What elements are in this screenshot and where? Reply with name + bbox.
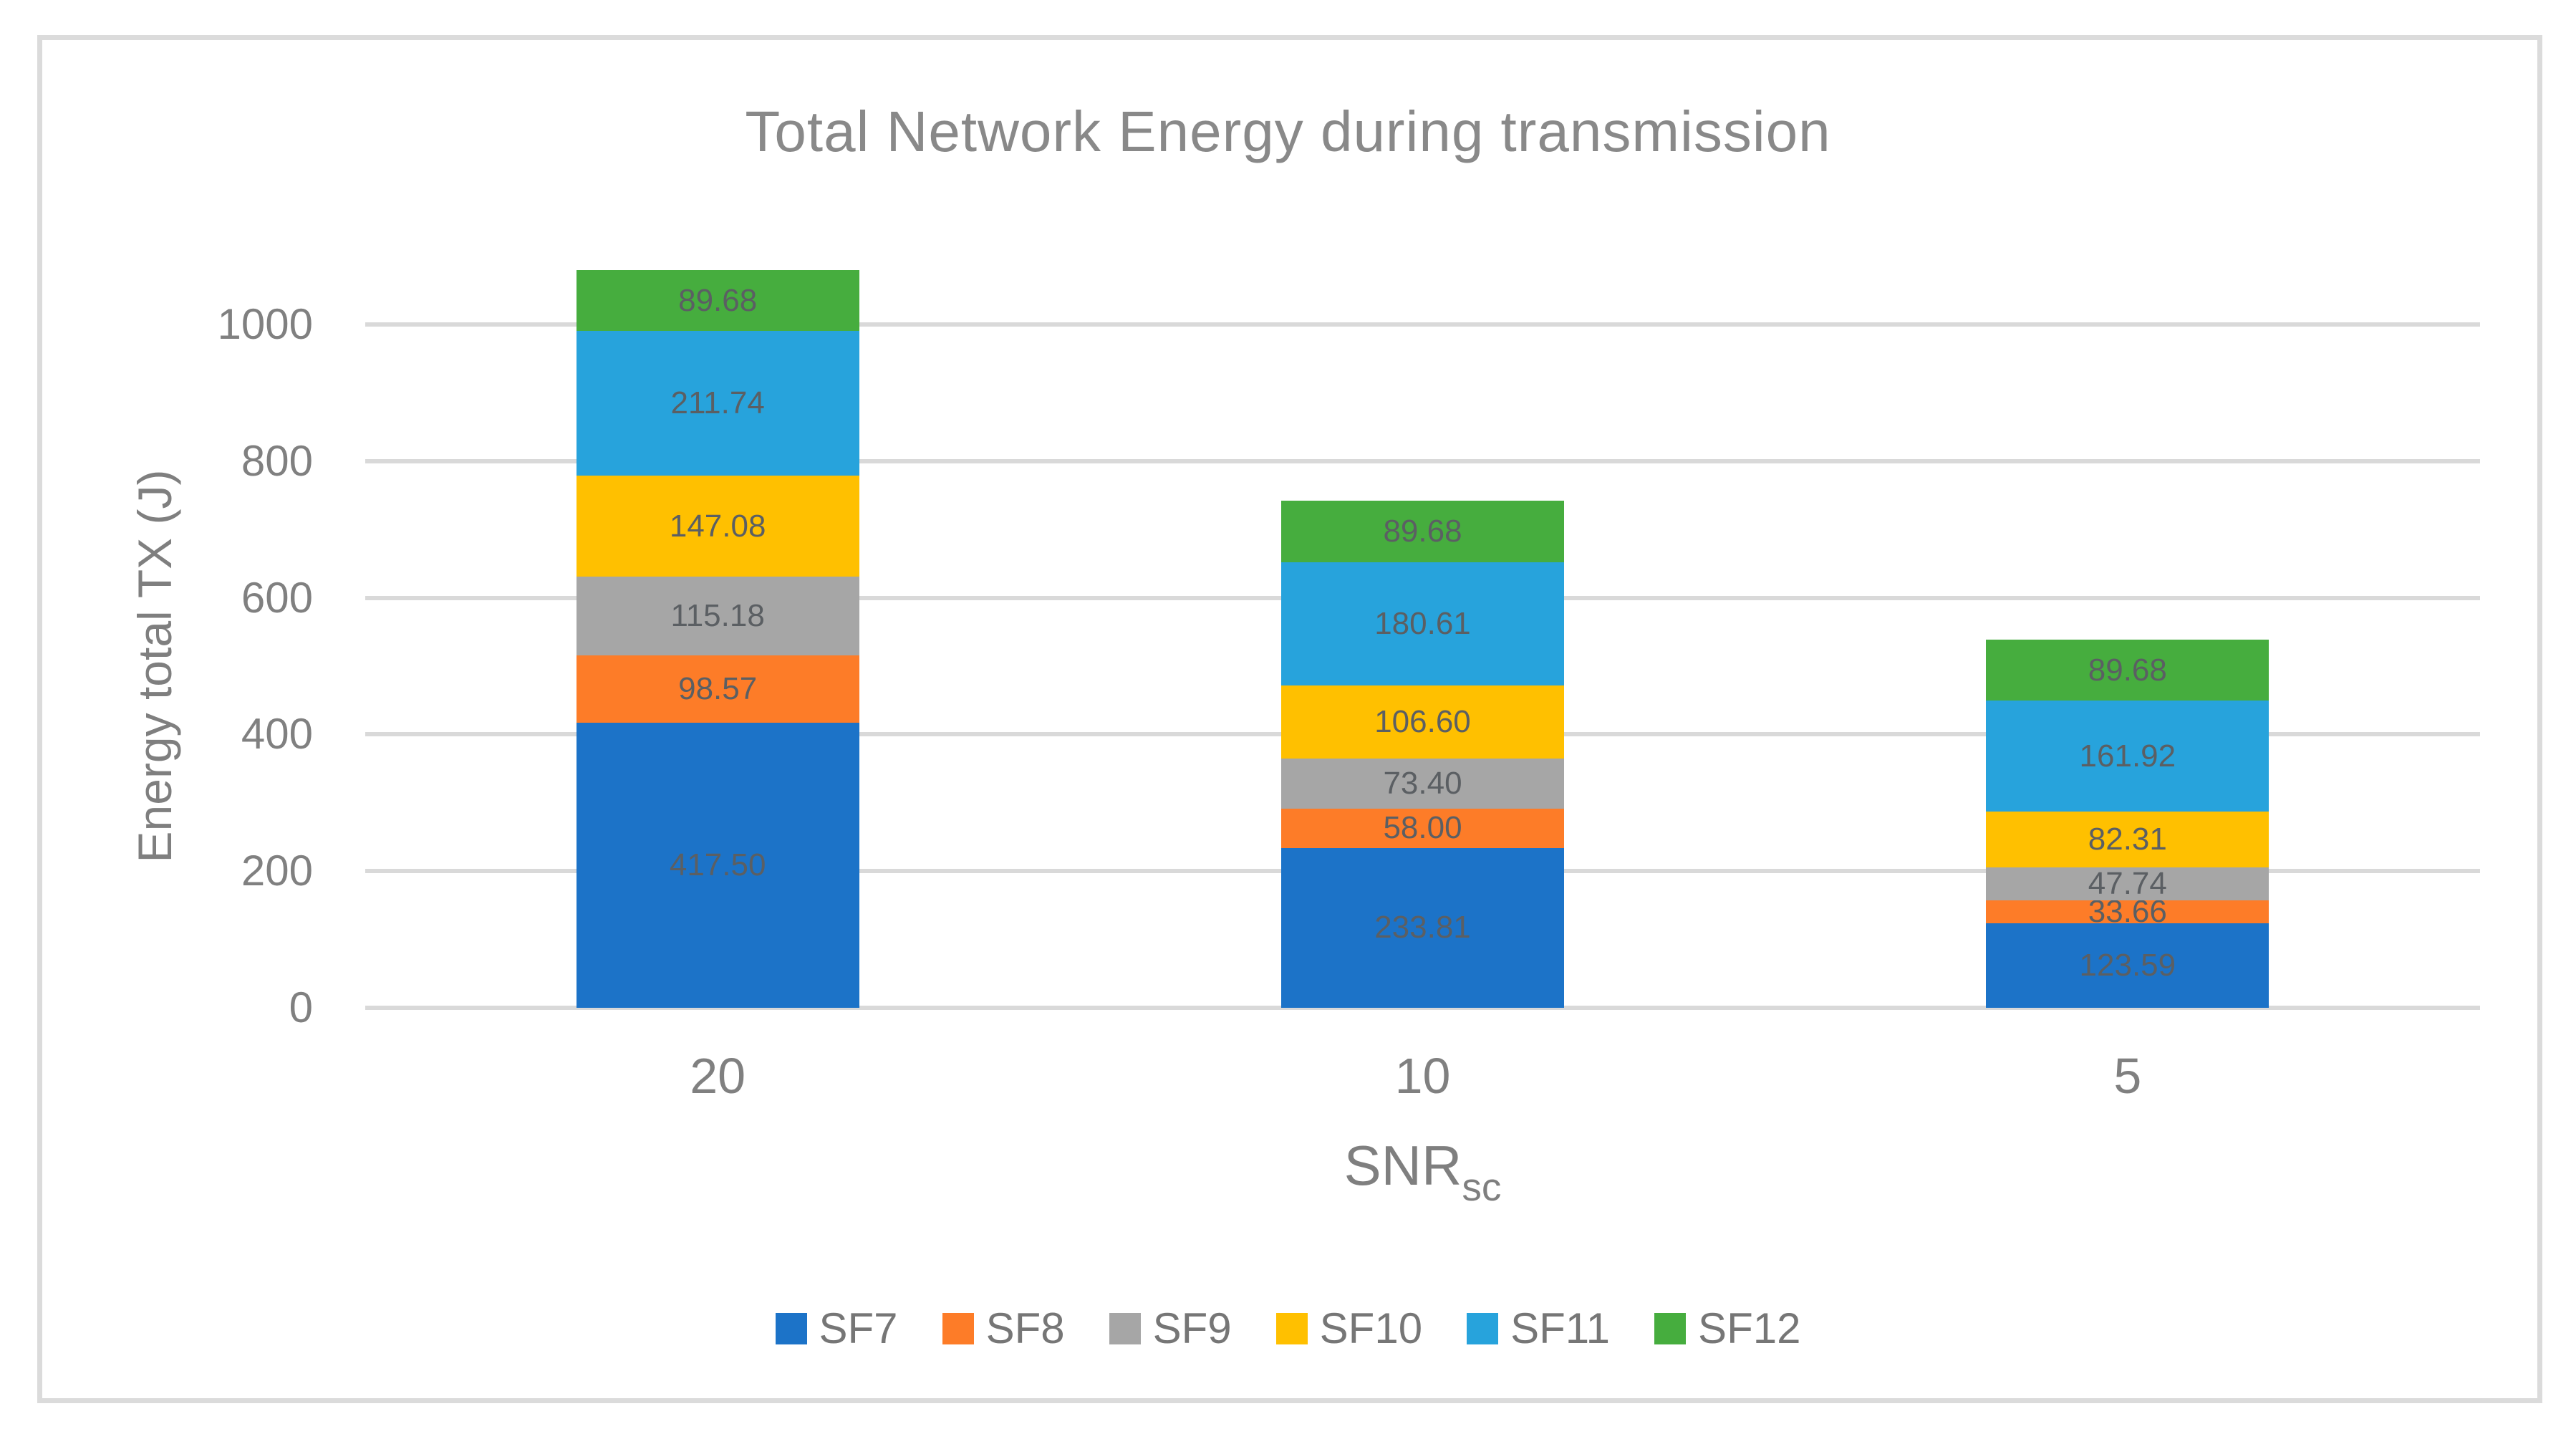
data-label: 58.00 — [1383, 810, 1462, 846]
y-tick-label: 600 — [241, 573, 313, 622]
legend-item-sf11: SF11 — [1467, 1304, 1610, 1353]
legend-label: SF8 — [985, 1304, 1065, 1352]
data-label: 106.60 — [1374, 703, 1471, 739]
gridline — [365, 458, 2480, 463]
legend-label: SF9 — [1152, 1304, 1232, 1352]
x-tick-label: 5 — [2113, 1048, 2142, 1104]
data-label: 89.68 — [2088, 652, 2167, 688]
bar-segment-sf11-snr5: 161.92 — [1986, 701, 2269, 812]
legend-swatch-sf10 — [1275, 1312, 1308, 1344]
legend-swatch-sf11 — [1467, 1312, 1499, 1344]
bar-segment-sf10-snr10: 106.60 — [1281, 685, 1564, 759]
legend-label: SF11 — [1510, 1304, 1611, 1352]
x-tick-label: 20 — [690, 1048, 746, 1104]
data-label: 123.59 — [2079, 948, 2176, 983]
bar-segment-sf7-snr5: 123.59 — [1986, 923, 2269, 1008]
legend-item-sf10: SF10 — [1275, 1304, 1423, 1353]
y-tick-label: 400 — [241, 710, 313, 759]
data-label: 115.18 — [670, 597, 765, 633]
bar-segment-sf8-snr5: 33.66 — [1986, 894, 2269, 929]
data-label: 211.74 — [670, 385, 765, 421]
legend-swatch-sf7 — [775, 1312, 807, 1344]
bar-segment-sf12-snr10: 89.68 — [1281, 501, 1564, 562]
data-label: 147.08 — [669, 508, 766, 544]
x-tick-label: 10 — [1394, 1048, 1451, 1104]
y-axis-label: Energy total TX (J) — [128, 469, 181, 863]
bar-segment-sf10-snr5: 82.31 — [1986, 811, 2269, 868]
x-axis-label-subscript: sc — [1462, 1165, 1502, 1209]
y-tick-label: 200 — [241, 847, 313, 895]
legend-label: SF7 — [819, 1304, 898, 1352]
figure-border — [37, 35, 2542, 1403]
y-tick-label: 800 — [241, 436, 313, 485]
bar-segment-sf12-snr5: 89.68 — [1986, 639, 2269, 701]
gridline — [365, 322, 2480, 327]
data-label: 180.61 — [1374, 605, 1471, 641]
legend: SF7 SF8 SF9 SF10 SF11 SF12 — [0, 1304, 2576, 1353]
legend-label: SF10 — [1319, 1304, 1423, 1352]
legend-swatch-sf9 — [1109, 1312, 1141, 1344]
bar-segment-sf9-snr10: 73.40 — [1281, 758, 1564, 809]
data-label: 417.50 — [669, 847, 766, 882]
data-label: 161.92 — [2079, 738, 2176, 774]
bar-segment-sf7-snr10: 233.81 — [1281, 847, 1564, 1008]
legend-item-sf9: SF9 — [1109, 1304, 1232, 1353]
data-label: 98.57 — [678, 670, 758, 706]
data-label: 82.31 — [2088, 822, 2167, 857]
legend-item-sf12: SF12 — [1654, 1304, 1800, 1353]
bar-segment-sf9-snr5: 47.74 — [1986, 866, 2269, 902]
data-label: 89.68 — [1383, 513, 1462, 549]
bar-segment-sf11-snr20: 211.74 — [576, 331, 859, 476]
legend-item-sf8: SF8 — [942, 1304, 1065, 1353]
bar-segment-sf8-snr20: 98.57 — [576, 655, 859, 723]
bar-segment-sf10-snr20: 147.08 — [576, 476, 859, 577]
bar-segment-sf9-snr20: 115.18 — [576, 576, 859, 655]
y-tick-label: 0 — [289, 983, 313, 1031]
legend-label: SF12 — [1698, 1304, 1801, 1352]
gridline — [365, 1006, 2480, 1010]
data-label: 89.68 — [678, 282, 758, 318]
legend-item-sf7: SF7 — [775, 1304, 898, 1353]
bar-segment-sf7-snr20: 417.50 — [576, 722, 859, 1008]
chart-title: Total Network Energy during transmission — [745, 100, 1831, 163]
data-label: 73.40 — [1383, 765, 1462, 801]
bar-segment-sf11-snr10: 180.61 — [1281, 562, 1564, 685]
bar-segment-sf8-snr10: 58.00 — [1281, 808, 1564, 848]
y-tick-label: 1000 — [217, 300, 313, 348]
x-axis-label-text: SNR — [1344, 1134, 1462, 1197]
bar-segment-sf12-snr20: 89.68 — [576, 269, 859, 332]
data-label: 47.74 — [2088, 866, 2167, 902]
legend-swatch-sf8 — [942, 1312, 974, 1344]
data-label: 233.81 — [1374, 910, 1471, 945]
x-axis-label: SNRsc — [365, 1133, 2480, 1210]
legend-swatch-sf12 — [1654, 1312, 1687, 1344]
